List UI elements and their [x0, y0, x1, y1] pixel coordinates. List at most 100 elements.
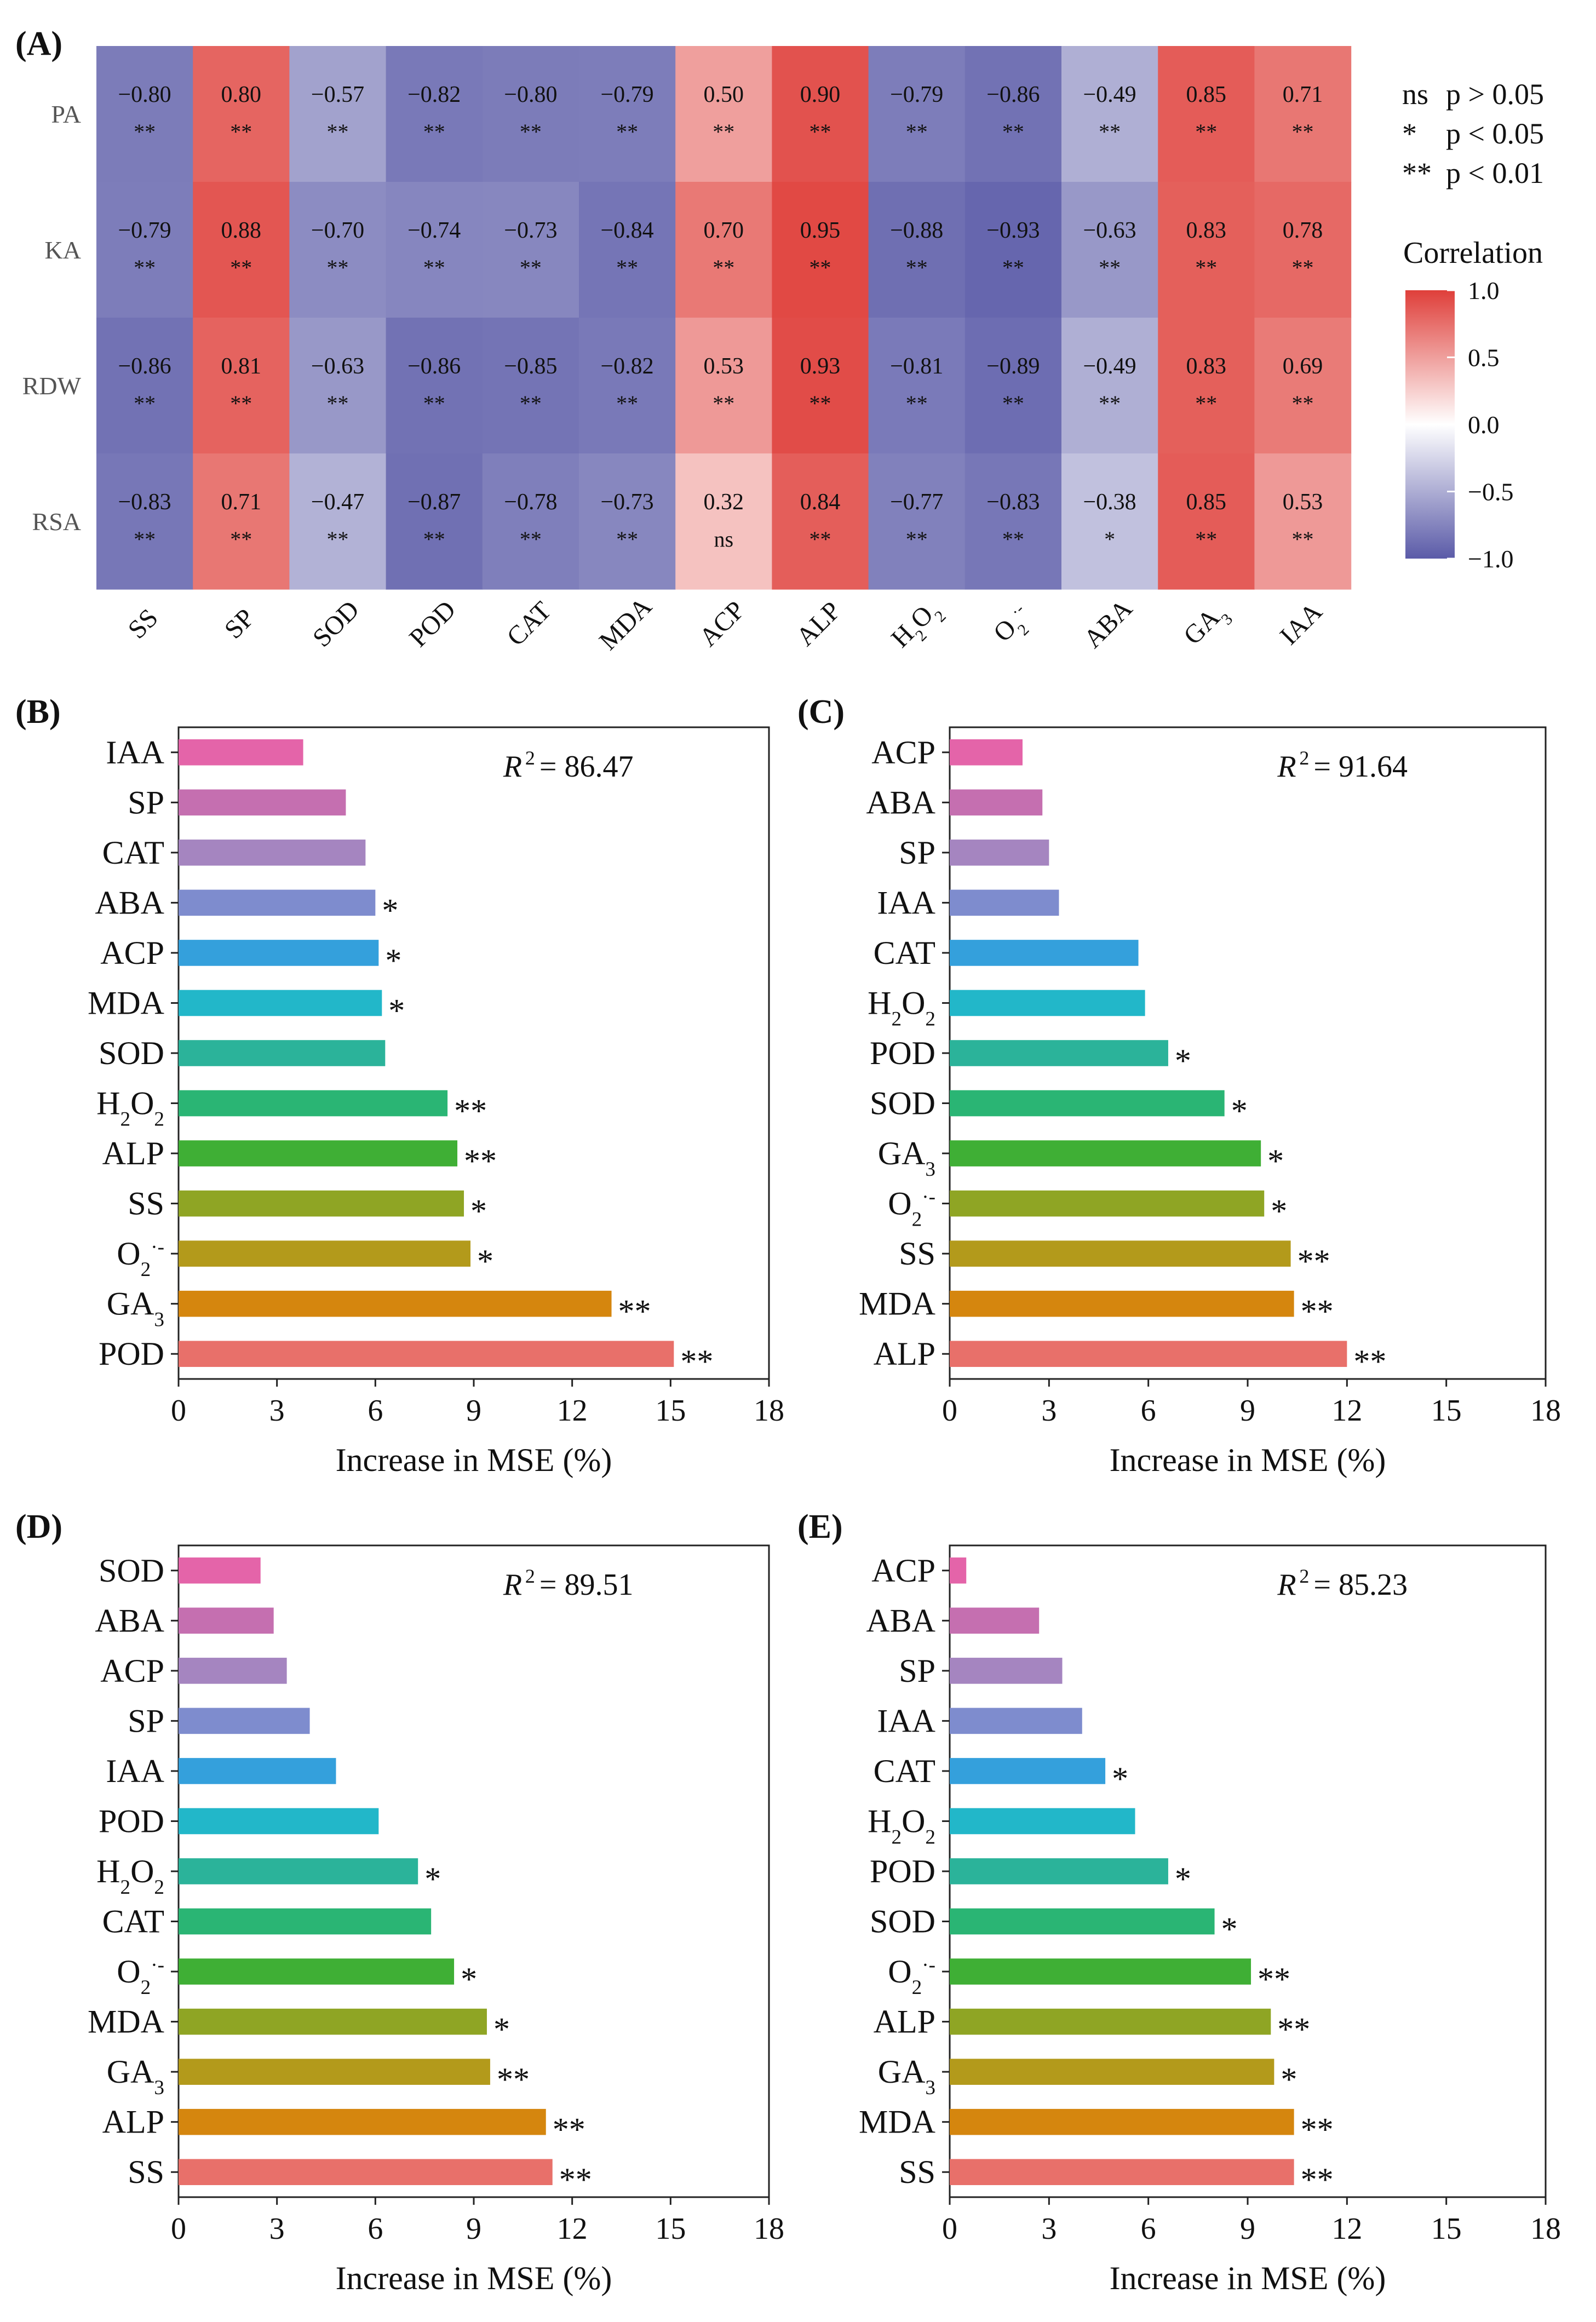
- heatmap-cell-significance: **: [520, 255, 542, 280]
- r2-label: R: [1277, 750, 1296, 784]
- category-label: ALP: [874, 2004, 935, 2040]
- heatmap-cell-significance: **: [327, 119, 349, 144]
- heatmap-cell: [868, 182, 966, 318]
- panel-label: (C): [797, 693, 845, 731]
- importance-bar: [950, 2159, 1294, 2186]
- heatmap-cell-value: 0.32: [704, 490, 744, 515]
- heatmap-cell: [482, 182, 579, 318]
- heatmap-cell-value: 0.85: [1186, 490, 1227, 515]
- importance-bar: [950, 1140, 1261, 1166]
- panel-label: (E): [797, 1508, 843, 1545]
- heatmap-cell-significance: **: [810, 119, 831, 144]
- heatmap-cell-value: −0.93: [986, 218, 1040, 243]
- panel-label: (B): [15, 693, 61, 731]
- importance-bar: [179, 990, 382, 1016]
- significance-mark: *: [477, 1243, 493, 1279]
- heatmap-cell-significance: **: [230, 255, 252, 280]
- heatmap-cell: [965, 453, 1062, 590]
- category-label: SP: [128, 784, 164, 820]
- category-label: CAT: [874, 1753, 935, 1789]
- heatmap-cell: [1158, 318, 1255, 454]
- category-label: ALP: [102, 1135, 164, 1171]
- heatmap-column-label: ABA: [1078, 594, 1138, 653]
- heatmap-cell: [1158, 46, 1255, 182]
- category-label: GA3: [878, 2054, 935, 2099]
- heatmap-cell-value: 0.80: [221, 82, 262, 107]
- importance-bar: [179, 1557, 261, 1584]
- heatmap-cell-significance: **: [134, 119, 156, 144]
- importance-bar: [950, 1557, 967, 1584]
- heatmap-cell-value: −0.49: [1083, 354, 1136, 379]
- heatmap-cell-significance: **: [1195, 527, 1217, 551]
- significance-legend-symbol: *: [1402, 117, 1417, 150]
- heatmap-cell: [965, 46, 1062, 182]
- significance-mark: *: [461, 1961, 477, 1997]
- colorbar-tick-label: −0.5: [1468, 478, 1513, 506]
- importance-bar: [950, 1290, 1294, 1317]
- heatmap-cell-value: −0.57: [311, 82, 364, 107]
- category-label: ACP: [100, 1653, 164, 1689]
- significance-mark: *: [424, 1861, 441, 1897]
- significance-legend-text: p > 0.05: [1446, 78, 1544, 111]
- importance-bar: [179, 789, 346, 816]
- category-label: IAA: [877, 884, 935, 921]
- heatmap-cell-value: −0.38: [1083, 490, 1136, 515]
- heatmap-cell-value: 0.81: [221, 354, 262, 379]
- heatmap-cell-value: 0.53: [1283, 490, 1323, 515]
- category-label: CAT: [874, 935, 935, 971]
- heatmap-cell: [482, 318, 579, 454]
- heatmap-cell-significance: ns: [714, 527, 734, 551]
- category-label: GA3: [878, 1135, 935, 1181]
- x-tick-label: 18: [754, 1394, 784, 1428]
- significance-mark: *: [1231, 1093, 1248, 1129]
- importance-bar: [179, 2159, 553, 2186]
- category-label: O2·-: [117, 1953, 164, 1999]
- x-tick-label: 6: [1141, 1394, 1156, 1428]
- heatmap-cell-value: −0.73: [504, 218, 557, 243]
- heatmap-cell-significance: **: [230, 391, 252, 416]
- importance-bar: [179, 1290, 612, 1317]
- category-label: ABA: [95, 1602, 164, 1639]
- heatmap-cell-value: 0.70: [704, 218, 744, 243]
- significance-mark: **: [1301, 1294, 1334, 1330]
- significance-mark: **: [464, 1143, 497, 1179]
- heatmap-cell-significance: **: [1002, 391, 1024, 416]
- heatmap-cell-value: 0.53: [704, 354, 744, 379]
- heatmap-cell: [289, 182, 387, 318]
- importance-bar: [950, 1958, 1251, 1985]
- heatmap-cell: [193, 453, 290, 590]
- category-label: SS: [128, 1186, 164, 1222]
- heatmap-cell: [1254, 318, 1352, 454]
- heatmap-cell: [675, 182, 772, 318]
- bar-chart-panel: SS ** MDA ** GA3 * ALP ** O2·- ** SOD * POD * H2O2 CAT *…: [859, 1544, 1561, 2296]
- heatmap-cell-significance: **: [520, 527, 542, 551]
- colorbar-tick-label: −1.0: [1468, 545, 1513, 573]
- heatmap-cell-value: −0.88: [890, 218, 943, 243]
- heatmap-cell: [772, 453, 869, 590]
- heatmap-cell-significance: **: [616, 255, 638, 280]
- heatmap-cell-value: 0.93: [800, 354, 841, 379]
- category-label: SP: [128, 1703, 164, 1739]
- category-label: SOD: [99, 1035, 164, 1071]
- importance-bar: [179, 889, 376, 916]
- heatmap-cell: [289, 318, 387, 454]
- heatmap-cell-significance: **: [1099, 391, 1121, 416]
- x-axis-label: Increase in MSE (%): [336, 2260, 612, 2296]
- heatmap-cell-significance: *: [1104, 527, 1115, 551]
- category-label: POD: [99, 1336, 164, 1372]
- category-label: ABA: [95, 884, 164, 921]
- heatmap-row-label: PA: [51, 100, 81, 128]
- category-label: H2O2: [96, 1085, 164, 1131]
- significance-mark: *: [1175, 1043, 1191, 1079]
- importance-bar: [950, 1190, 1265, 1217]
- heatmap-cell: [1158, 453, 1255, 590]
- heatmap-cell-value: −0.81: [890, 354, 943, 379]
- significance-mark: **: [559, 2162, 592, 2198]
- importance-bar: [950, 1808, 1135, 1835]
- heatmap-cell: [289, 453, 387, 590]
- x-tick-label: 9: [466, 1394, 481, 1428]
- significance-mark: *: [470, 1193, 487, 1229]
- heatmap-cell: [772, 182, 869, 318]
- heatmap-cell-significance: **: [1099, 119, 1121, 144]
- importance-bar: [179, 1958, 455, 1985]
